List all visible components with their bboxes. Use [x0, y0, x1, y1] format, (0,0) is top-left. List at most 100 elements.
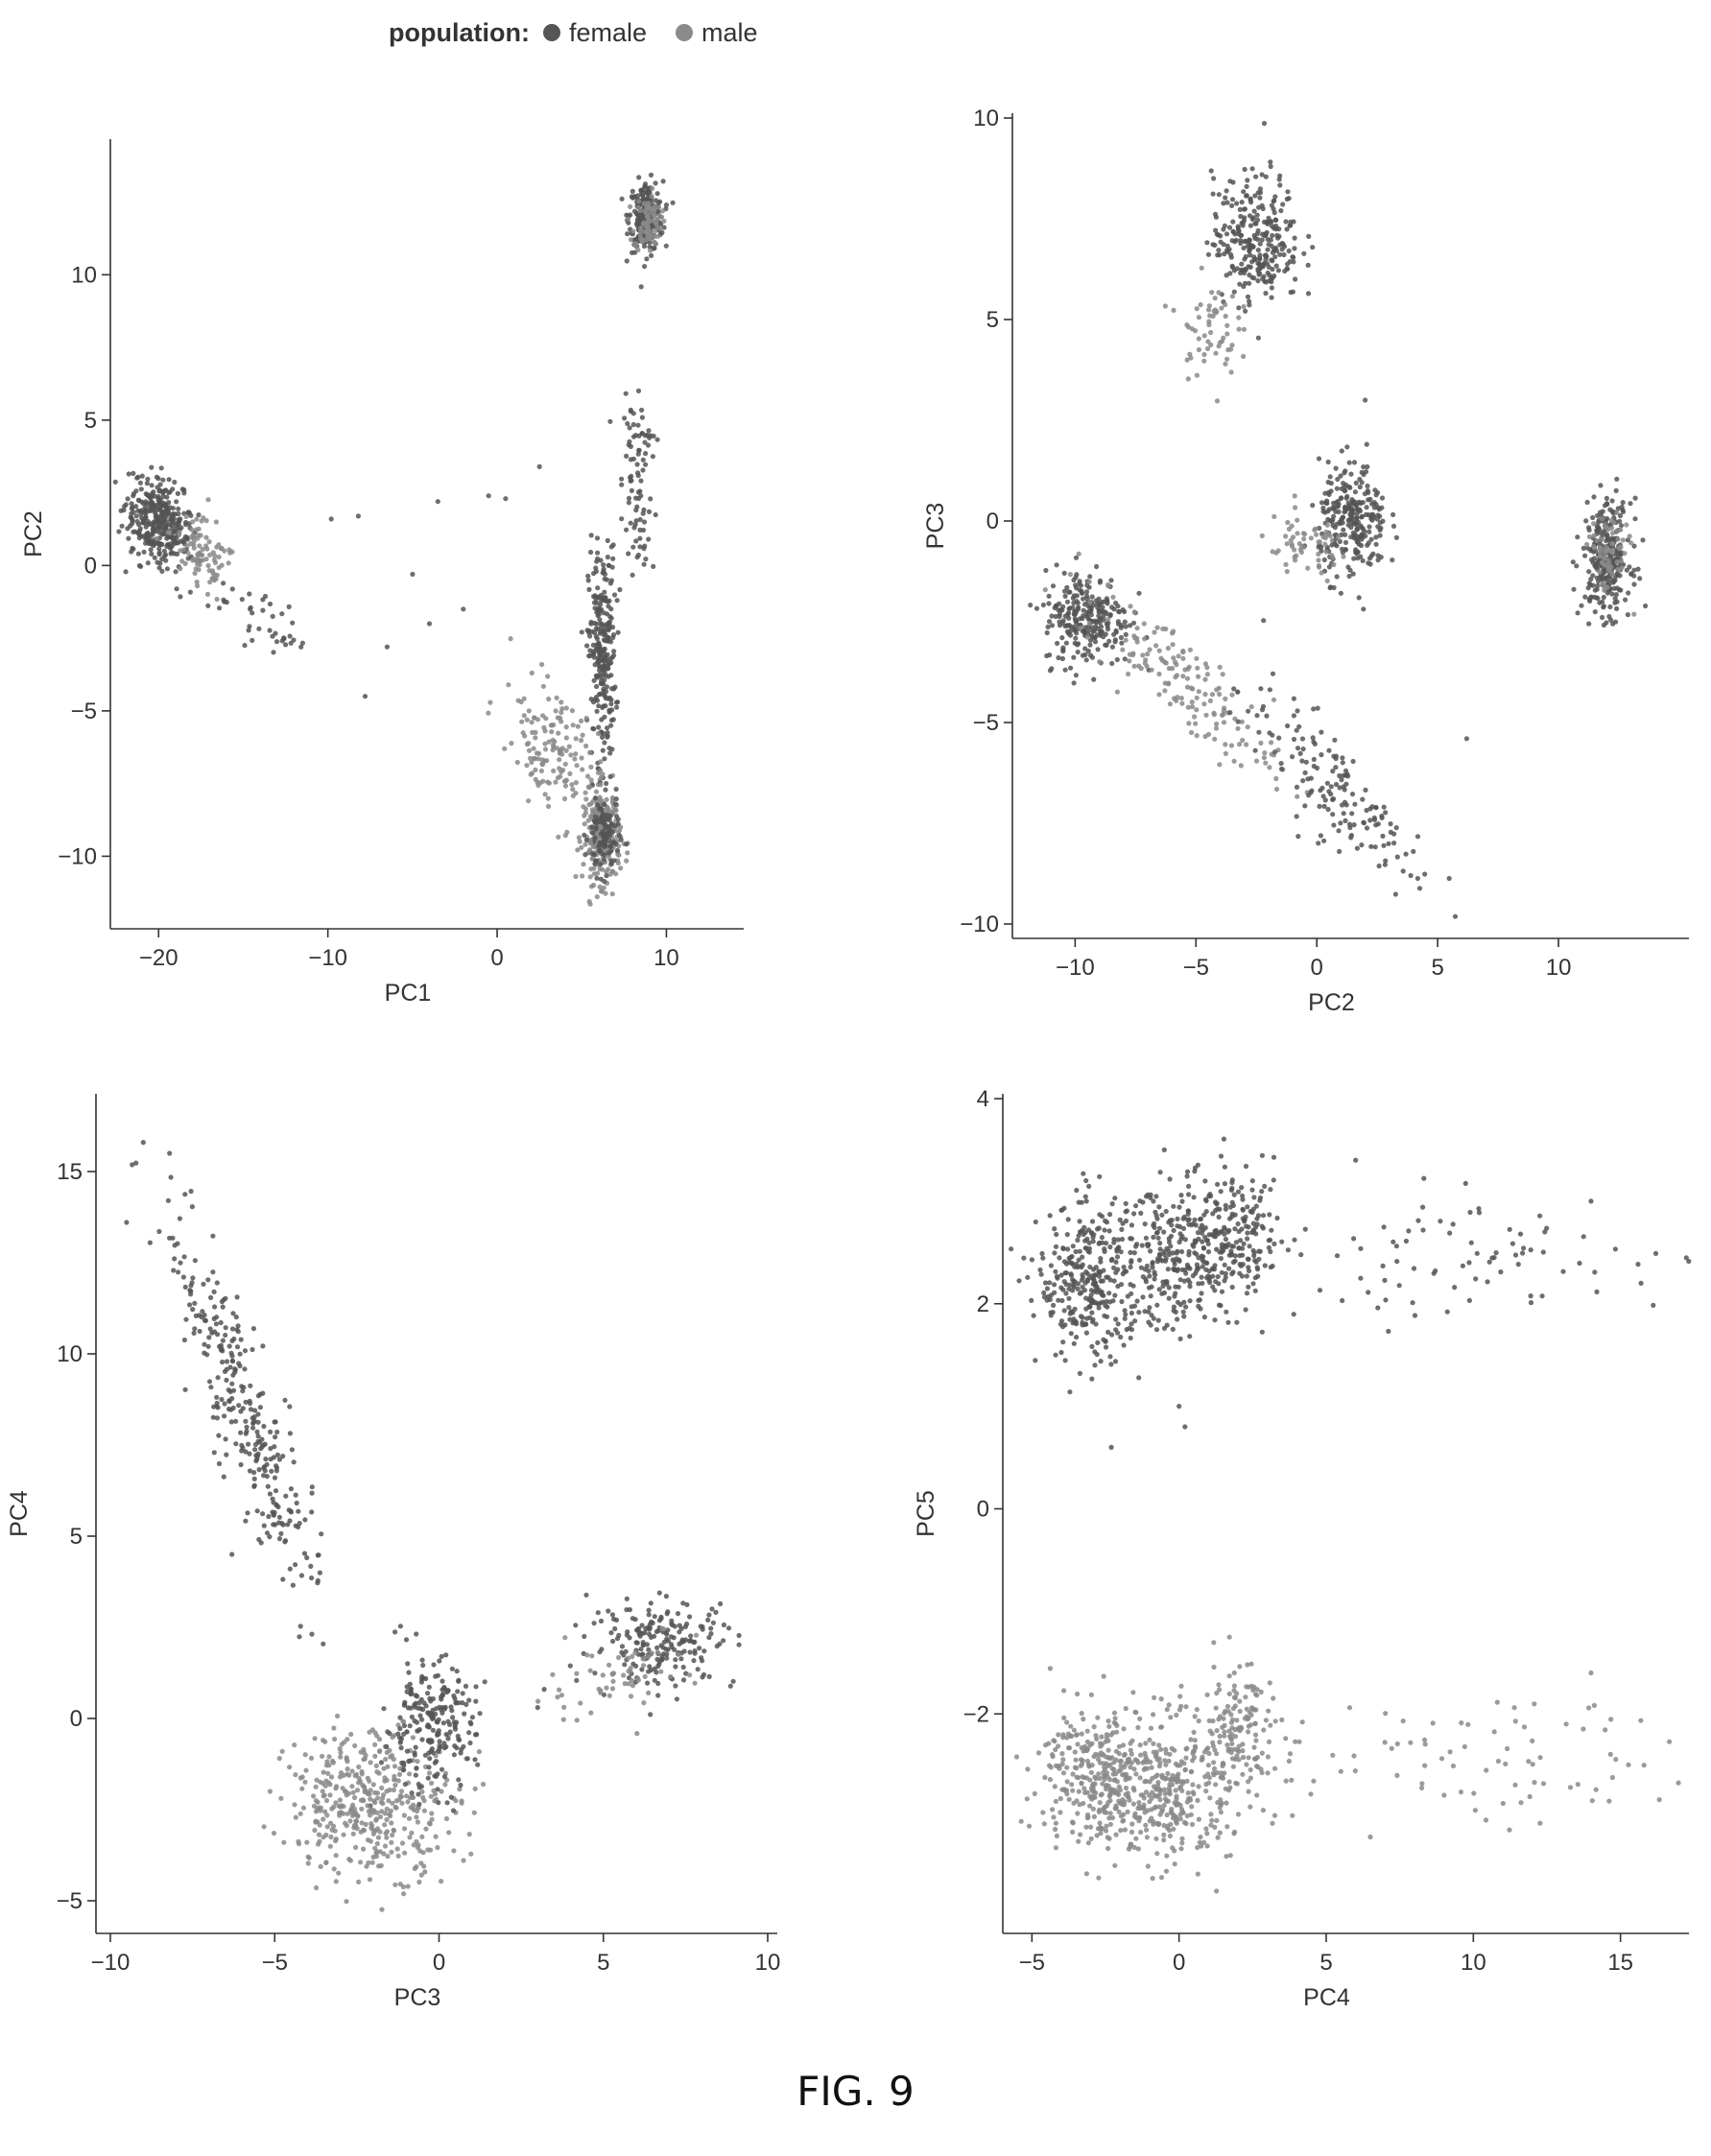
data-point-female: [1365, 463, 1370, 470]
data-point-female: [1326, 530, 1332, 536]
data-point-female: [1324, 500, 1330, 507]
data-point-male: [654, 222, 659, 227]
data-point-female: [1375, 505, 1381, 510]
data-point-female: [1325, 806, 1331, 813]
data-point-female: [637, 535, 643, 541]
data-point-female: [1414, 834, 1421, 840]
data-point-female: [1134, 1242, 1140, 1247]
data-point-male: [1196, 336, 1201, 342]
data-point-female: [1295, 746, 1301, 751]
data-point-female: [594, 698, 601, 703]
data-point-male: [595, 831, 601, 837]
data-point-female: [608, 660, 614, 666]
data-point-female: [1286, 196, 1292, 201]
data-point-male: [328, 1820, 334, 1826]
data-point-female: [1213, 214, 1219, 220]
data-point-male: [323, 1778, 329, 1784]
data-point-male: [219, 562, 225, 568]
data-point-female: [233, 1418, 239, 1424]
data-point-female: [237, 1363, 243, 1369]
data-point-female: [1076, 641, 1081, 647]
x-tick-label: −10: [91, 1950, 131, 1976]
data-point-female: [467, 1740, 473, 1746]
data-point-female: [1606, 587, 1612, 594]
data-point-male: [550, 737, 556, 743]
data-point-female: [1369, 501, 1375, 507]
data-point-female: [1326, 789, 1332, 794]
data-point-female: [1254, 713, 1260, 719]
data-point-male: [324, 1759, 330, 1765]
data-point-female: [619, 196, 625, 201]
data-point-female: [1098, 1269, 1104, 1275]
data-point-female: [1411, 848, 1416, 855]
data-point-female: [1640, 537, 1646, 543]
data-point-female: [1114, 1248, 1120, 1254]
data-point-female: [170, 534, 176, 540]
data-point-male: [574, 1670, 580, 1676]
data-point-female: [435, 1771, 440, 1777]
data-point-female: [635, 226, 642, 232]
data-point-female: [1227, 178, 1233, 184]
data-point-female: [593, 565, 599, 571]
data-point-female: [1095, 626, 1101, 631]
data-point-female: [680, 1664, 686, 1670]
data-point-female: [1184, 1173, 1190, 1179]
data-point-female: [1356, 541, 1362, 547]
data-point-female: [1132, 1318, 1138, 1324]
data-point-female: [1603, 586, 1608, 592]
data-point-male: [509, 741, 514, 746]
data-point-female: [648, 496, 654, 502]
data-point-male: [604, 815, 609, 820]
data-point-female: [634, 211, 641, 218]
data-point-female: [170, 513, 176, 519]
data-point-male: [461, 1858, 466, 1863]
data-point-male: [649, 194, 654, 200]
data-point-male: [595, 859, 602, 865]
data-point-female: [606, 696, 611, 701]
data-point-male: [372, 1828, 379, 1834]
data-point-female: [1607, 543, 1613, 549]
data-point-female: [1098, 616, 1104, 622]
data-point-female: [1111, 606, 1117, 612]
data-point-female: [1334, 543, 1340, 549]
data-point-female: [1353, 520, 1359, 526]
data-point-female: [636, 175, 642, 180]
data-point-female: [1073, 608, 1079, 614]
data-point-female: [1257, 252, 1263, 258]
data-point-female: [1591, 549, 1597, 555]
data-point-female: [362, 694, 368, 699]
data-point-female: [1221, 242, 1226, 248]
data-point-female: [145, 518, 151, 524]
data-point-male: [304, 1839, 310, 1845]
data-point-male: [313, 1784, 319, 1789]
data-point-male: [345, 1771, 350, 1777]
data-point-female: [1352, 801, 1358, 807]
data-point-male: [592, 818, 598, 824]
data-point-female: [602, 756, 607, 762]
data-point-male: [1223, 750, 1228, 757]
data-point-female: [154, 525, 160, 531]
data-point-female: [1601, 517, 1606, 523]
data-point-female: [1360, 557, 1366, 564]
data-point-female: [1085, 604, 1091, 609]
data-point-female: [1631, 581, 1637, 587]
data-point-male: [598, 759, 604, 765]
data-point-female: [1613, 592, 1619, 598]
data-point-female: [1625, 612, 1630, 618]
data-point-male: [561, 1704, 567, 1710]
data-point-female: [646, 224, 652, 230]
data-point-male: [341, 1832, 346, 1837]
data-point-female: [1340, 550, 1345, 556]
data-point-female: [131, 470, 136, 476]
data-point-male: [545, 779, 551, 785]
data-point-female: [416, 1781, 421, 1788]
data-point-male: [200, 557, 205, 563]
data-point-female: [1094, 1290, 1100, 1295]
data-point-female: [646, 536, 652, 542]
data-point-female: [1113, 1316, 1119, 1322]
data-point-female: [1247, 302, 1252, 308]
data-point-female: [596, 663, 603, 670]
data-point-female: [597, 780, 604, 786]
data-point-female: [1598, 546, 1604, 553]
data-point-female: [623, 1648, 629, 1654]
